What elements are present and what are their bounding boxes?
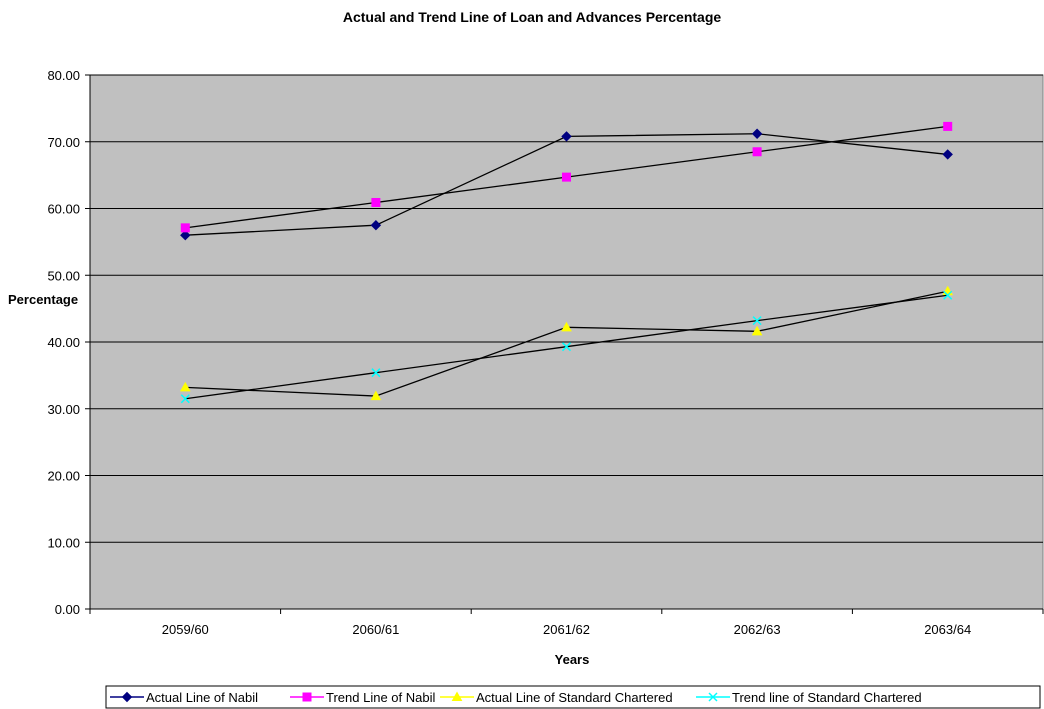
- chart-title: Actual and Trend Line of Loan and Advanc…: [343, 9, 722, 25]
- x-tick-labels: 2059/60 2060/61 2061/62 2062/63 2063/64: [162, 622, 971, 637]
- data-point-marker: [752, 147, 762, 157]
- y-tick-labels: 0.00 10.00 20.00 30.00 40.00 50.00 60.00 70.00 8…: [47, 68, 80, 617]
- series-1: [180, 128, 953, 241]
- x-axis-label: Years: [555, 652, 590, 667]
- x-tick-label: 2061/62: [543, 622, 590, 637]
- y-tick-label: 60.00: [47, 202, 80, 217]
- data-point-marker: [121, 691, 133, 703]
- axes: [85, 74, 1044, 614]
- x-tick-label: 2063/64: [924, 622, 971, 637]
- y-tick-label: 20.00: [47, 469, 80, 484]
- data-point-marker: [942, 149, 953, 160]
- series-lines: [179, 121, 954, 404]
- legend-box: [105, 685, 1041, 709]
- y-tick-label: 10.00: [47, 535, 80, 550]
- data-point-marker: [179, 381, 191, 392]
- data-point-marker: [561, 342, 572, 352]
- legend-label: Trend line of Standard Chartered: [732, 690, 922, 705]
- legend: Actual Line of Nabil Trend Line of Nabil A…: [105, 685, 1041, 709]
- data-point-marker: [562, 172, 571, 182]
- series-4: [180, 290, 953, 404]
- legend-label: Actual Line of Standard Chartered: [476, 690, 673, 705]
- data-point-marker: [180, 223, 190, 233]
- y-tick-label: 0.00: [55, 602, 80, 617]
- data-point-marker: [180, 394, 190, 404]
- data-point-marker: [751, 325, 763, 336]
- data-point-marker: [370, 390, 382, 401]
- data-point-marker: [451, 691, 463, 701]
- legend-item: Actual Line of Nabil: [110, 690, 258, 705]
- legend-item: Trend line of Standard Chartered: [696, 690, 922, 705]
- data-point-marker: [943, 121, 953, 131]
- x-tick-label: 2060/61: [352, 622, 399, 637]
- data-point-marker: [371, 197, 381, 207]
- data-point-marker: [751, 128, 763, 139]
- y-tick-label: 40.00: [47, 335, 80, 350]
- series-2: [180, 121, 953, 233]
- legend-item: Actual Line of Standard Chartered: [440, 690, 673, 705]
- y-tick-label: 30.00: [47, 402, 80, 417]
- data-point-marker: [561, 131, 572, 142]
- y-tick-label: 80.00: [47, 68, 80, 83]
- data-point-marker: [943, 290, 953, 300]
- legend-item: Trend Line of Nabil: [290, 690, 435, 705]
- legend-label: Actual Line of Nabil: [146, 690, 258, 705]
- series-3: [179, 285, 954, 401]
- data-point-marker: [752, 316, 762, 326]
- x-tick-label: 2059/60: [162, 622, 209, 637]
- data-point-marker: [708, 692, 718, 702]
- legend-label: Trend Line of Nabil: [326, 690, 435, 705]
- data-point-marker: [180, 229, 191, 241]
- data-point-marker: [371, 368, 381, 378]
- x-tick-label: 2062/63: [734, 622, 781, 637]
- data-point-marker: [370, 219, 382, 231]
- y-tick-label: 50.00: [47, 268, 80, 283]
- data-point-marker: [561, 321, 572, 332]
- y-tick-label: 70.00: [47, 135, 80, 150]
- data-point-marker: [302, 692, 312, 702]
- y-axis-label: Percentage: [8, 292, 78, 307]
